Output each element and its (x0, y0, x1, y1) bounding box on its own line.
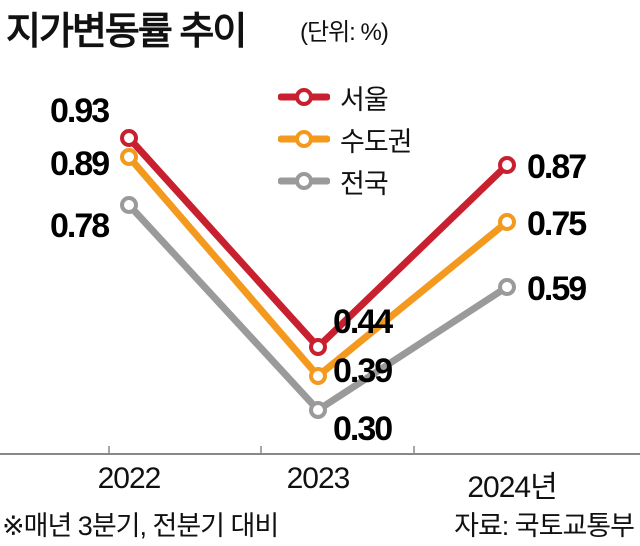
series-national (120, 196, 516, 419)
chart-title: 지가변동률 추이 (6, 11, 247, 53)
series-capital (120, 148, 516, 385)
legend: 서울 수도권 전국 (278, 76, 413, 202)
legend-label-capital: 수도권 (340, 126, 413, 157)
label-seoul-2022: 0.93 (50, 92, 109, 130)
legend-marker-national-icon (278, 172, 330, 190)
label-national-2023: 0.30 (333, 410, 392, 448)
legend-marker-capital-icon (278, 130, 330, 148)
label-capital-2023: 0.39 (333, 352, 392, 390)
legend-item-capital: 수도권 (278, 118, 413, 160)
legend-label-seoul: 서울 (340, 84, 389, 115)
legend-item-national: 전국 (278, 160, 412, 202)
label-seoul-2024: 0.87 (527, 148, 586, 186)
label-capital-2022: 0.89 (50, 145, 109, 183)
x-tick-2022: 2022 (97, 462, 162, 495)
x-tick-2023: 2023 (286, 462, 351, 495)
legend-label-national: 전국 (340, 168, 389, 199)
label-national-2024: 0.59 (527, 270, 586, 308)
series-seoul (120, 129, 516, 356)
footnote: ※매년 3분기, 전분기 대비 (2, 511, 279, 541)
x-tick-2024: 2024년 (467, 471, 557, 504)
legend-item-seoul: 서울 (278, 76, 412, 118)
x-axis (0, 446, 640, 455)
label-seoul-2023: 0.44 (333, 303, 393, 341)
legend-marker-seoul-icon (278, 88, 330, 106)
data-labels: 0.93 0.89 0.78 0.44 0.39 0.30 0.87 0.75 … (50, 92, 588, 448)
source: 자료: 국토교통부 (454, 511, 635, 541)
unit-label: (단위: %) (300, 19, 389, 46)
label-national-2022: 0.78 (50, 207, 109, 245)
label-capital-2024: 0.75 (527, 205, 586, 243)
